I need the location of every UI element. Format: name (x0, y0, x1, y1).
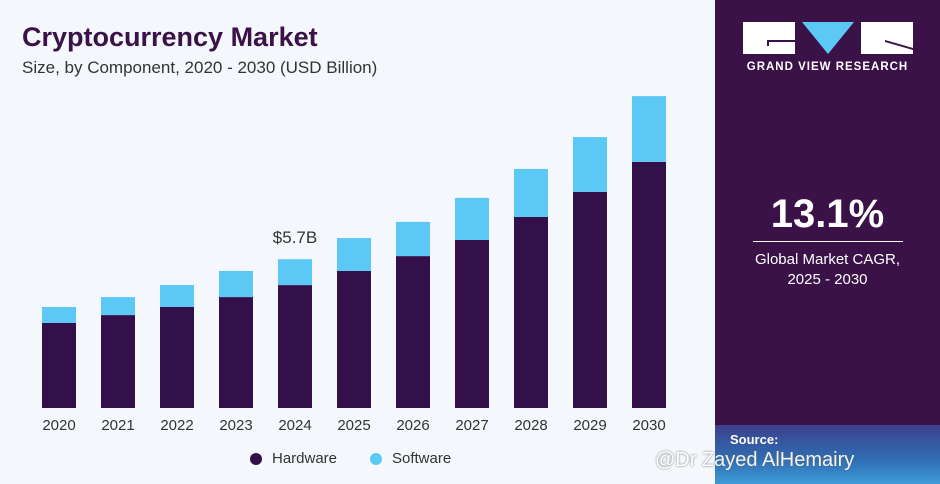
data-label: $5.7B (273, 228, 317, 247)
legend-software: Software (370, 450, 451, 467)
legend-swatch-hardware (250, 452, 262, 465)
legend-hardware: Hardware (250, 450, 337, 467)
cagr-value: 13.1% (770, 192, 885, 236)
x-tick-label: 2022 (160, 417, 193, 434)
x-tick-label: 2024 (278, 417, 311, 434)
bar-hardware-2028 (514, 216, 548, 408)
bar-hardware-2025 (337, 270, 371, 408)
x-tick-label: 2026 (396, 417, 429, 434)
watermark: @Dr Zayed AlHemairy (655, 449, 855, 471)
bar-hardware-2024 (278, 285, 312, 408)
bar-hardware-2021 (101, 315, 135, 408)
legend-label: Hardware (272, 450, 338, 467)
x-tick-label: 2023 (219, 417, 252, 434)
x-tick-label: 2028 (514, 417, 547, 434)
bar-software-2027 (455, 197, 489, 240)
chart-subtitle: Size, by Component, 2020 - 2030 (USD Bil… (22, 58, 378, 77)
x-tick-label: 2030 (632, 417, 665, 434)
bar-software-2023 (219, 270, 253, 298)
bar-software-2030 (632, 96, 666, 162)
grand-view-research-logo (743, 22, 913, 54)
brand-name: GRAND VIEW RESEARCH (746, 61, 909, 73)
chart-title: Cryptocurrency Market (22, 22, 318, 52)
x-tick-label: 2027 (455, 417, 488, 434)
bar-hardware-2023 (219, 297, 253, 408)
legend-label: Software (392, 450, 452, 467)
bar-hardware-2030 (632, 161, 666, 408)
cagr-label: Global Market CAGR, 2025 - 2030 (715, 250, 940, 290)
bar-software-2021 (101, 297, 135, 316)
bar-chart: 2020 2021 2022 2023 2024 $5.7B 2025 2026 2027 202… (42, 96, 666, 434)
side-panel: GRAND VIEW RESEARCH 13.1% Global Market … (715, 0, 940, 484)
bar-software-2029 (573, 137, 607, 192)
bar-hardware-2020 (42, 322, 76, 408)
x-tick-label: 2021 (101, 417, 134, 434)
source-box (715, 425, 940, 484)
bar-hardware-2029 (573, 191, 607, 408)
legend-swatch-software (370, 452, 382, 465)
x-tick-label: 2029 (573, 417, 606, 434)
source-label: Source: (730, 432, 779, 447)
bar-software-2026 (396, 221, 430, 257)
bar-software-2025 (337, 238, 371, 271)
bar-hardware-2022 (160, 306, 194, 408)
divider (753, 241, 903, 242)
bar-software-2028 (514, 168, 548, 217)
bar-hardware-2026 (396, 256, 430, 408)
bar-software-2024 (278, 259, 312, 286)
bar-software-2022 (160, 285, 194, 307)
x-tick-label: 2025 (337, 417, 370, 434)
bar-hardware-2027 (455, 239, 489, 408)
x-tick-label: 2020 (42, 417, 75, 434)
cagr-label-line1: Global Market CAGR, (754, 251, 901, 268)
bar-software-2020 (42, 306, 76, 323)
cagr-label-line2: 2025 - 2030 (787, 271, 868, 288)
